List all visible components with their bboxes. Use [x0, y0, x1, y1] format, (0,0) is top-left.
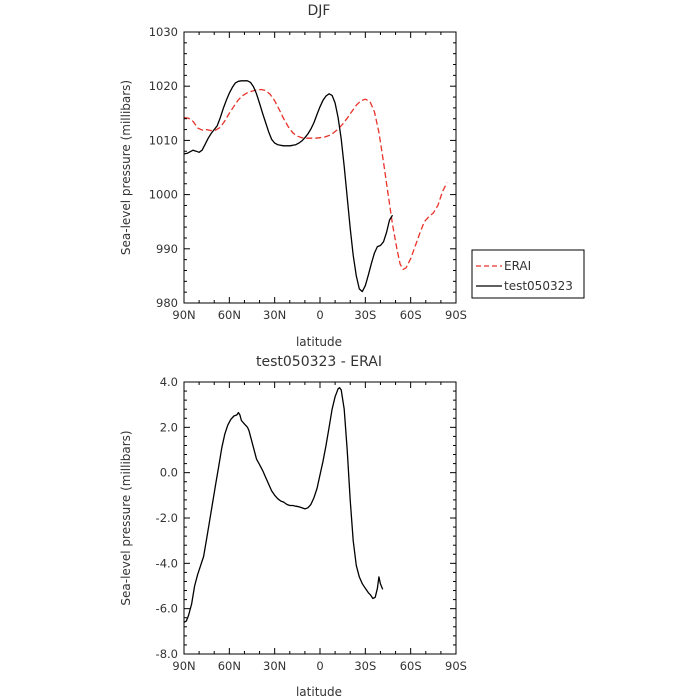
y-tick-label: 0.0 — [160, 466, 178, 480]
x-tick-label: 60N — [218, 308, 241, 322]
y-axis-label: Sea-level pressure (millibars) — [119, 80, 133, 255]
y-tick-label: 1020 — [149, 79, 178, 93]
chart-djf: DJF 90N 60N 30N 0 30S 60S 90S 980 990 1000 1010 10… — [119, 3, 585, 349]
x-axis-tick-labels: 90N 60N 30N 0 30S 60S 90S — [172, 308, 467, 322]
series-layer — [183, 80, 448, 293]
series-line-test050323 — [183, 80, 394, 293]
series-line-difference — [183, 387, 384, 623]
x-axis-label: latitude — [296, 335, 342, 349]
y-tick-label: 990 — [156, 242, 178, 256]
x-tick-label: 30N — [263, 308, 286, 322]
x-axis-tick-labels: 90N 60N 30N 0 30S 60S 90S — [172, 659, 467, 673]
y-tick-label: 4.0 — [160, 375, 178, 389]
x-tick-label: 90S — [445, 308, 467, 322]
axis-ticks — [183, 381, 457, 655]
x-axis-label: latitude — [296, 685, 342, 699]
x-tick-label: 30N — [263, 659, 286, 673]
legend-label-test050323: test050323 — [504, 279, 573, 293]
x-tick-label: 30S — [354, 308, 376, 322]
x-tick-label: 30S — [354, 659, 376, 673]
x-tick-label: 0 — [316, 659, 323, 673]
series-line-erai — [183, 88, 448, 271]
y-tick-label: -2.0 — [156, 511, 178, 525]
y-tick-label: -8.0 — [156, 647, 178, 661]
x-tick-label: 0 — [316, 308, 323, 322]
y-tick-label: -4.0 — [156, 556, 178, 570]
chart-title: test050323 - ERAI — [256, 354, 382, 370]
legend-label-erai: ERAI — [504, 259, 531, 273]
plot-frame — [183, 31, 457, 304]
chart-title: DJF — [308, 3, 331, 19]
axis-ticks — [183, 31, 457, 304]
x-tick-label: 60S — [400, 308, 422, 322]
y-tick-label: 1000 — [149, 188, 178, 202]
y-tick-label: 1010 — [149, 133, 178, 147]
y-tick-label: -6.0 — [156, 602, 178, 616]
y-axis-tick-labels: -8.0 -6.0 -4.0 -2.0 0.0 2.0 4.0 — [156, 375, 178, 661]
y-tick-label: 2.0 — [160, 420, 178, 434]
series-layer — [183, 387, 384, 623]
y-tick-label: 1030 — [149, 25, 178, 39]
x-tick-label: 60S — [400, 659, 422, 673]
y-axis-label: Sea-level pressure (millibars) — [119, 430, 133, 605]
plot-frame — [183, 381, 457, 655]
x-tick-label: 60N — [218, 659, 241, 673]
x-tick-label: 90N — [172, 308, 195, 322]
x-tick-label: 90N — [172, 659, 195, 673]
y-tick-label: 980 — [156, 296, 178, 310]
legend-box — [471, 249, 585, 299]
legend: ERAI test050323 — [471, 249, 585, 299]
x-tick-label: 90S — [445, 659, 467, 673]
y-axis-tick-labels: 980 990 1000 1010 1020 1030 — [149, 25, 178, 310]
chart-difference: test050323 - ERAI 90N 60N 30N 0 30S 60S 90S -8… — [119, 354, 467, 699]
